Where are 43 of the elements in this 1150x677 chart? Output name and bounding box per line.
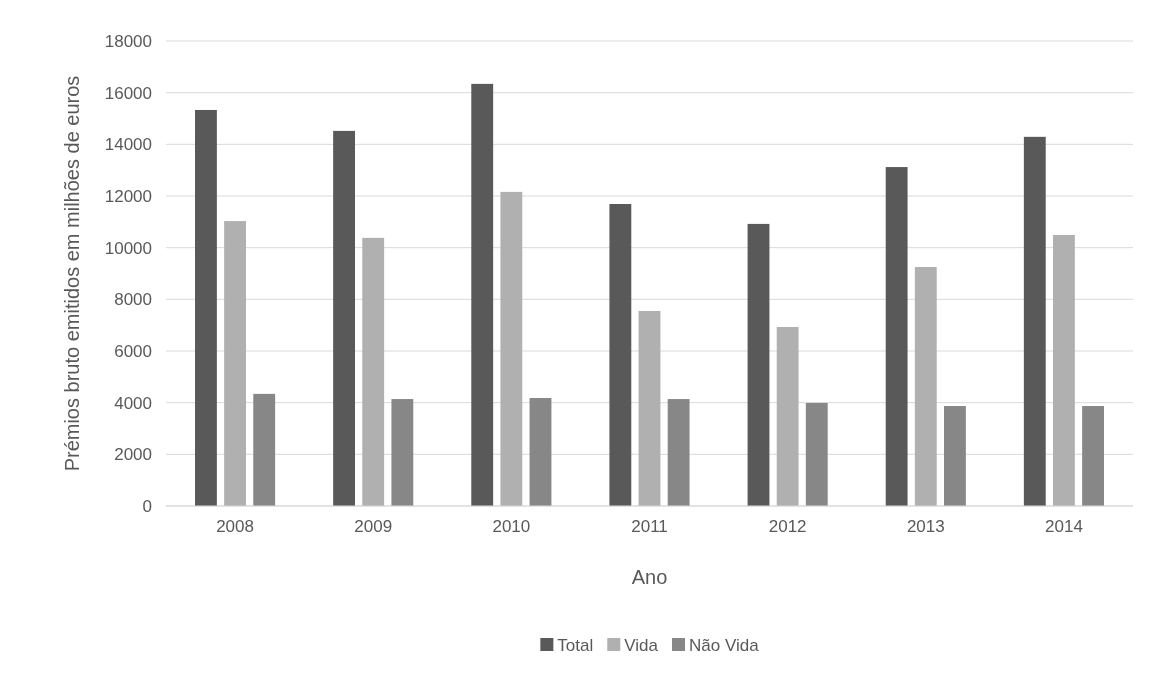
x-tick-label: 2014 <box>1045 517 1083 537</box>
bar <box>638 310 661 506</box>
y-tick-label: 2000 <box>114 445 152 465</box>
y-tick-label: 18000 <box>104 31 152 51</box>
y-tick-label: 12000 <box>104 186 152 206</box>
y-tick-label: 16000 <box>104 83 152 103</box>
bar <box>805 402 828 506</box>
x-tick-label: 2012 <box>768 517 807 537</box>
bar <box>885 167 908 506</box>
x-tick-label: 2011 <box>631 517 668 537</box>
y-tick-label: 8000 <box>114 290 152 310</box>
x-tick-label: 2009 <box>354 517 393 537</box>
bar <box>500 191 523 506</box>
x-tick-label: 2013 <box>906 517 945 537</box>
bar <box>253 393 276 506</box>
bar <box>609 204 632 506</box>
legend-label: Total <box>557 636 594 655</box>
x-tick-label: 2008 <box>216 517 254 537</box>
bar <box>362 237 385 506</box>
bar <box>776 326 799 506</box>
bar <box>224 221 246 506</box>
bar <box>747 223 770 506</box>
legend-label: Não Vida <box>689 636 760 655</box>
bar <box>667 399 690 506</box>
y-axis-title: Prémios bruto emitidos em milhões de euros <box>61 75 83 472</box>
x-axis-title: Ano <box>631 566 668 588</box>
bar <box>391 399 414 506</box>
bar <box>1082 406 1104 506</box>
y-tick-label: 6000 <box>114 341 152 361</box>
legend-label: Vida <box>624 636 659 655</box>
y-tick-label: 4000 <box>114 393 152 413</box>
bar <box>333 130 355 506</box>
y-tick-label: 10000 <box>104 238 152 258</box>
bar <box>529 398 552 506</box>
y-tick-label: 0 <box>142 496 152 516</box>
bar <box>195 109 217 506</box>
bar <box>914 267 937 506</box>
y-tick-label: 14000 <box>104 135 152 155</box>
x-tick-label: 2010 <box>492 517 531 537</box>
bar <box>1053 235 1075 506</box>
bar <box>471 83 494 506</box>
bar <box>1023 136 1046 506</box>
bar <box>944 406 966 506</box>
